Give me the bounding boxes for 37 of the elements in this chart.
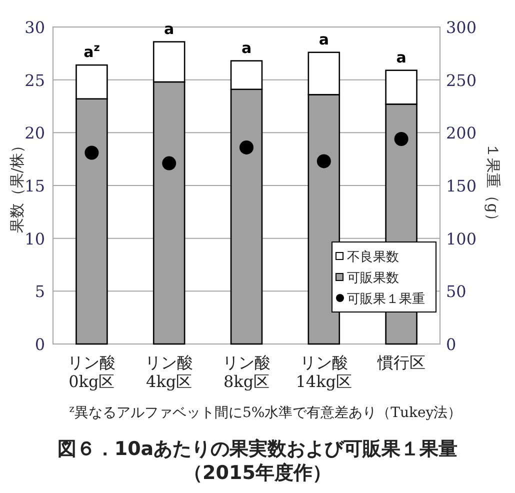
y2-tick-label: 100 [446, 229, 477, 248]
annotation: a [241, 38, 252, 57]
annotation: a [164, 20, 174, 38]
y-tick-label: 25 [24, 70, 45, 90]
x-tick-label: リン酸 14kg区 [296, 353, 352, 392]
y-axis-title: 果数（果/株） [8, 138, 26, 234]
y-tick-label: 15 [24, 176, 45, 196]
annotation: a [318, 30, 329, 48]
point [240, 140, 254, 154]
x-tick-label: リン酸 0kg区 [68, 353, 116, 392]
point [394, 132, 408, 146]
text: （2015年度作） [184, 462, 332, 484]
y-tick-label: 20 [24, 124, 45, 143]
x-tick-label: 慣行区 [376, 353, 426, 372]
y2-axis-title: １果重（g） [484, 143, 502, 228]
point [84, 146, 99, 160]
y2-tick-label: 200 [446, 124, 477, 143]
legend-label: 可販果数 [347, 271, 399, 286]
annotation: a [396, 48, 406, 66]
y-tick-label: 10 [24, 229, 45, 248]
annotation: a$^{z}$ [84, 42, 100, 62]
legend-label: 不良果数 [347, 250, 399, 265]
point [316, 154, 331, 168]
legend-label: 可販果１果重 [347, 292, 425, 307]
y2-tick-label: 300 [446, 18, 477, 37]
x-tick-label: リン酸 8kg区 [222, 353, 270, 392]
y-tick-label: 30 [24, 18, 45, 37]
y-tick-label: 0 [34, 335, 45, 354]
y-tick-label: 5 [34, 282, 45, 302]
point [162, 156, 176, 170]
y2-tick-label: 0 [446, 335, 456, 354]
text: $^{z}$異なるアルファベット間に5%水準で有意差あり（Tukey法） [69, 404, 462, 421]
y2-tick-label: 150 [446, 176, 477, 196]
text: 図６．10aあたりの果実数および可販果１果量 [57, 438, 458, 460]
x-tick-label: リン酸 4kg区 [145, 353, 194, 392]
y2-tick-label: 250 [446, 70, 477, 90]
y2-tick-label: 50 [446, 282, 466, 302]
